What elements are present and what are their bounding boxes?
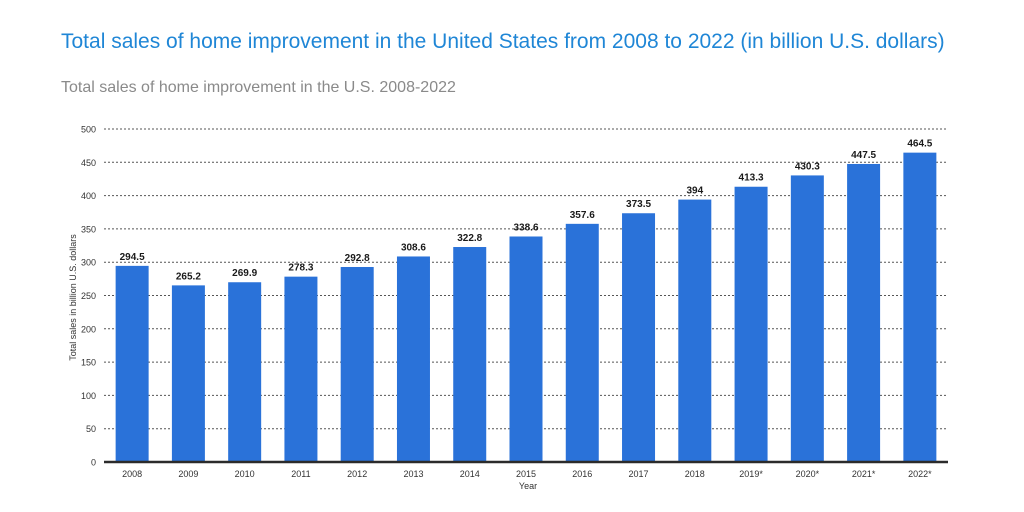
- data-label: 464.5: [907, 139, 932, 150]
- data-label: 269.9: [232, 268, 257, 279]
- bar: [453, 247, 487, 462]
- x-axis-ticks: 2008 2009 2010 2011 2012 2013 2014 2015 2016 2017…: [122, 469, 932, 479]
- y-tick-label: 350: [81, 224, 96, 234]
- bar: [171, 285, 205, 462]
- x-tick-label: 2020*: [796, 469, 820, 479]
- bar: [847, 163, 881, 462]
- bar: [622, 213, 656, 462]
- bars: [115, 152, 937, 463]
- y-tick-label: 300: [81, 258, 96, 268]
- data-label: 430.3: [795, 161, 820, 172]
- y-tick-label: 50: [86, 424, 96, 434]
- bar: [228, 282, 262, 462]
- x-tick-label: 2010: [235, 469, 255, 479]
- y-tick-label: 500: [81, 125, 96, 135]
- x-axis-label: Year: [519, 481, 537, 491]
- data-label: 447.5: [851, 150, 876, 161]
- bar: [678, 199, 712, 462]
- data-label: 292.8: [345, 253, 370, 264]
- y-tick-label: 200: [81, 324, 96, 334]
- bar: [396, 256, 430, 462]
- data-label: 308.6: [401, 242, 426, 253]
- y-tick-label: 250: [81, 291, 96, 301]
- x-tick-label: 2008: [122, 469, 142, 479]
- bar: [284, 276, 318, 462]
- data-label: 394: [686, 186, 703, 197]
- x-tick-label: 2015: [516, 469, 536, 479]
- bar: [340, 266, 374, 462]
- x-tick-label: 2016: [572, 469, 592, 479]
- y-tick-label: 0: [91, 458, 96, 468]
- chart-subtitle: Total sales of home improvement in the U…: [61, 79, 456, 96]
- x-tick-label: 2019*: [739, 469, 763, 479]
- data-label: 413.3: [739, 173, 764, 184]
- data-label: 357.6: [570, 210, 595, 221]
- data-labels: 294.5 265.2 269.9 278.3 292.8 308.6 322.8 338.6…: [120, 139, 933, 283]
- y-axis-ticks: 0 50 100 150 200 250 300 350 400 450 500: [81, 125, 96, 468]
- data-label: 322.8: [457, 233, 482, 244]
- data-label: 294.5: [120, 252, 145, 263]
- bar: [565, 223, 599, 462]
- data-label: 338.6: [513, 222, 538, 233]
- y-axis-label: Total sales in billion U.S. dollars: [68, 234, 78, 361]
- x-tick-label: 2011: [291, 469, 310, 479]
- bar: [790, 175, 824, 462]
- y-tick-label: 100: [81, 391, 96, 401]
- x-tick-label: 2017: [629, 469, 649, 479]
- bar: [509, 236, 543, 462]
- x-tick-label: 2013: [403, 469, 423, 479]
- data-label: 373.5: [626, 199, 651, 210]
- chart-title: Total sales of home improvement in the U…: [61, 30, 945, 53]
- x-tick-label: 2018: [685, 469, 705, 479]
- x-tick-label: 2014: [460, 469, 480, 479]
- data-label: 265.2: [176, 271, 201, 282]
- y-tick-label: 400: [81, 191, 96, 201]
- y-tick-label: 450: [81, 158, 96, 168]
- x-tick-label: 2021*: [852, 469, 876, 479]
- x-tick-label: 2022*: [908, 469, 932, 479]
- x-tick-label: 2009: [178, 469, 198, 479]
- data-label: 278.3: [288, 263, 313, 274]
- y-tick-label: 150: [81, 358, 96, 368]
- bar: [734, 186, 768, 463]
- x-tick-label: 2012: [347, 469, 367, 479]
- bar: [115, 265, 149, 462]
- bar: [903, 152, 937, 462]
